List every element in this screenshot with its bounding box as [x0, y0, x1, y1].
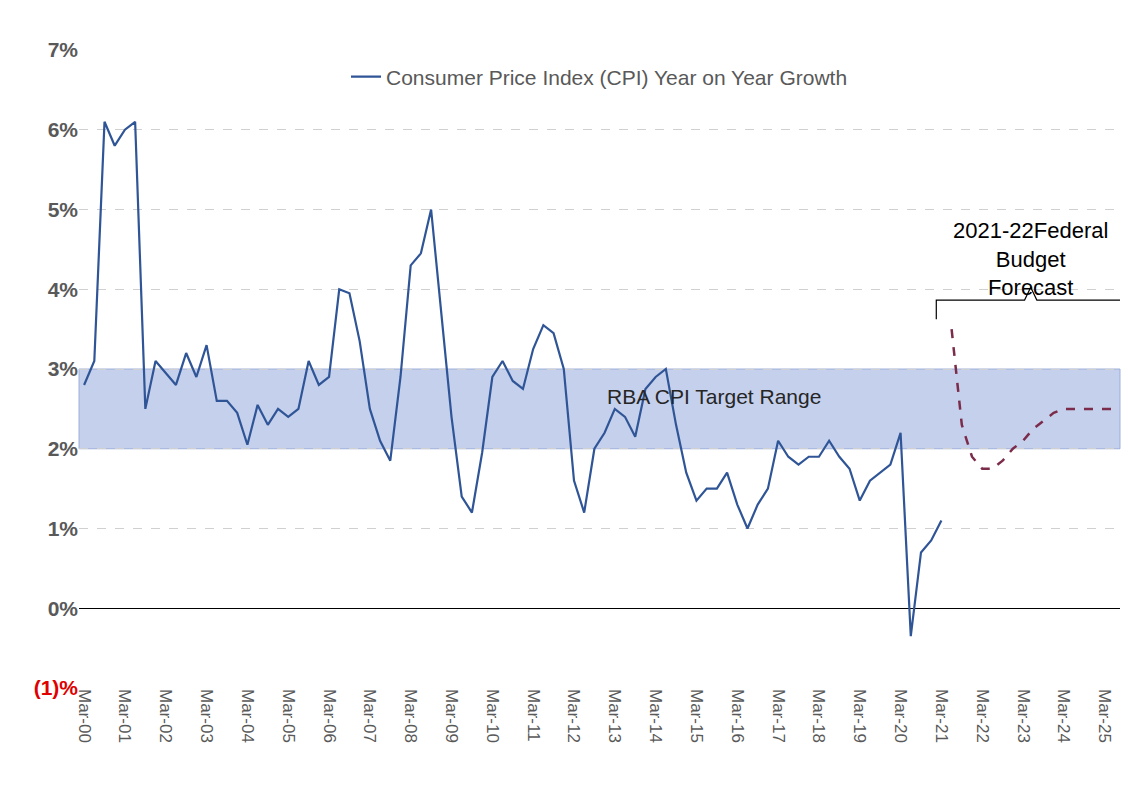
svg-text:Mar-01: Mar-01: [115, 689, 134, 743]
svg-text:Mar-22: Mar-22: [973, 689, 992, 743]
svg-text:3%: 3%: [48, 357, 79, 380]
svg-text:7%: 7%: [48, 38, 79, 61]
svg-text:4%: 4%: [48, 278, 79, 301]
svg-text:Mar-25: Mar-25: [1095, 689, 1114, 743]
svg-text:Consumer Price Index (CPI) Yea: Consumer Price Index (CPI) Year on Year …: [386, 66, 847, 89]
svg-text:Mar-19: Mar-19: [850, 689, 869, 743]
svg-text:(1)%: (1)%: [34, 676, 79, 699]
svg-text:Mar-14: Mar-14: [646, 689, 665, 743]
svg-text:Mar-02: Mar-02: [156, 689, 175, 743]
svg-text:Mar-13: Mar-13: [605, 689, 624, 743]
svg-text:Mar-18: Mar-18: [809, 689, 828, 743]
svg-text:6%: 6%: [48, 118, 79, 141]
svg-text:Mar-15: Mar-15: [687, 689, 706, 743]
svg-text:5%: 5%: [48, 198, 79, 221]
svg-text:Mar-11: Mar-11: [524, 689, 543, 742]
svg-text:1%: 1%: [48, 517, 79, 540]
svg-text:Mar-06: Mar-06: [320, 689, 339, 743]
svg-text:0%: 0%: [48, 597, 79, 620]
svg-text:RBA CPI Target Range: RBA CPI Target Range: [607, 385, 821, 408]
svg-text:2021-22FederalBudgetForecast: 2021-22FederalBudgetForecast: [953, 218, 1108, 300]
svg-text:Mar-03: Mar-03: [197, 689, 216, 743]
svg-text:Mar-08: Mar-08: [401, 689, 420, 743]
svg-text:Mar-17: Mar-17: [769, 689, 788, 743]
svg-text:Mar-04: Mar-04: [238, 689, 257, 743]
svg-text:Mar-09: Mar-09: [442, 689, 461, 743]
svg-text:Mar-16: Mar-16: [728, 689, 747, 743]
svg-text:Mar-24: Mar-24: [1054, 689, 1073, 743]
svg-text:2%: 2%: [48, 437, 79, 460]
svg-text:Mar-07: Mar-07: [360, 689, 379, 743]
svg-text:Mar-21: Mar-21: [932, 689, 951, 743]
svg-text:Mar-12: Mar-12: [564, 689, 583, 743]
svg-text:Mar-05: Mar-05: [279, 689, 298, 743]
svg-text:Mar-10: Mar-10: [483, 689, 502, 743]
svg-text:Mar-00: Mar-00: [75, 689, 94, 743]
svg-text:Mar-23: Mar-23: [1014, 689, 1033, 743]
svg-text:Mar-20: Mar-20: [891, 689, 910, 743]
